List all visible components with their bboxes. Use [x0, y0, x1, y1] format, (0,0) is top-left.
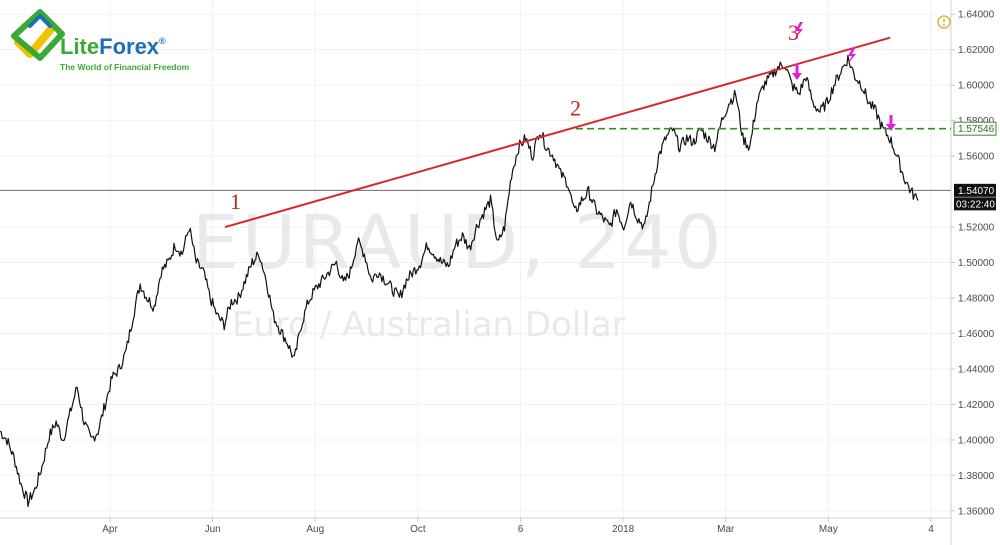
time-axis[interactable]: Apr Jun Aug Oct 6 2018 Mar May 4 [102, 518, 934, 535]
lightning-icon [794, 22, 803, 40]
brand-name-part2: Forex [99, 34, 160, 59]
time-tick-label: Apr [102, 524, 118, 535]
time-tick-label: May [819, 524, 838, 535]
price-tick-label: 1.50000 [958, 258, 995, 269]
price-series-line [0, 54, 919, 507]
time-tick-label: 2018 [612, 524, 635, 535]
price-tick-label: 1.52000 [958, 223, 995, 234]
price-tick-label: 1.56000 [958, 152, 995, 163]
time-tick-label: 6 [518, 524, 524, 535]
info-circle-icon[interactable] [937, 15, 951, 29]
time-tick-label: Oct [410, 524, 426, 535]
time-tick-label: 4 [928, 524, 934, 535]
down-arrow-head-icon [792, 73, 802, 80]
lightning-icon [847, 47, 856, 65]
price-tick-label: 1.62000 [958, 45, 995, 56]
price-tick-label: 1.58000 [958, 116, 995, 127]
price-tick-label: 1.46000 [958, 329, 995, 340]
brand-tagline: The World of Financial Freedom [60, 62, 190, 72]
current-price-tag: 1.54070 03:22:40 [954, 183, 996, 211]
watermark-description: Euro / Australian Dollar [232, 305, 626, 345]
logo-mark-icon [11, 9, 65, 61]
down-arrow-head-icon [886, 124, 896, 131]
price-tick-label: 1.60000 [958, 81, 995, 92]
level-price-tag: 1.57546 [953, 121, 997, 136]
point-label-1: 1 [230, 189, 241, 214]
brand-registered-mark: ® [159, 36, 166, 46]
price-tick-label: 1.38000 [958, 471, 995, 482]
bar-countdown: 03:22:40 [956, 199, 995, 210]
price-tick-label: 1.48000 [958, 294, 995, 305]
price-tick-label: 1.64000 [958, 10, 995, 21]
brand-name-part1: Lite [60, 34, 99, 59]
svg-text:LiteForex®: LiteForex® [60, 34, 166, 59]
point-label-3: 3 [788, 20, 799, 45]
chart-grid [0, 0, 951, 518]
point-label-2: 2 [570, 96, 581, 121]
signal-markers [792, 22, 896, 131]
time-tick-label: Jun [205, 524, 221, 535]
current-price-value: 1.54070 [958, 186, 995, 197]
price-tick-label: 1.36000 [958, 506, 995, 517]
time-tick-label: Aug [306, 524, 324, 535]
price-tick-label: 1.42000 [958, 400, 995, 411]
price-tick-label: 1.44000 [958, 364, 995, 375]
level-price-value: 1.57546 [958, 124, 995, 135]
price-tick-label: 1.40000 [958, 435, 995, 446]
time-tick-label: Mar [717, 524, 735, 535]
resistance-trendline[interactable] [224, 36, 891, 229]
price-axis[interactable]: 1.64000 1.62000 1.60000 1.58000 1.56000 1.520… [951, 10, 995, 518]
brand-logo: LiteForex® The World of Financial Freedo… [11, 9, 190, 72]
